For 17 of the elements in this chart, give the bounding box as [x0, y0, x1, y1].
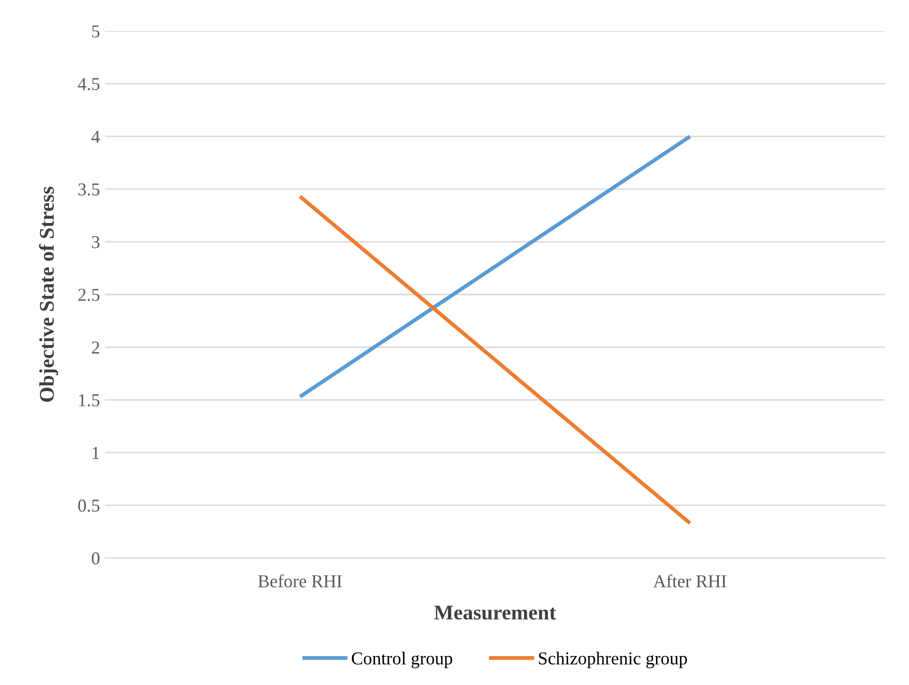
- y-tick-label: 1.5: [79, 394, 100, 406]
- y-tick-label: 0.5: [78, 500, 100, 512]
- y-tick-label: 1: [92, 446, 100, 459]
- legend-label: Control group: [352, 652, 452, 668]
- y-tick-label: 5: [92, 25, 100, 38]
- y-tick-label: 3: [92, 236, 100, 248]
- y-tick-label: 4: [91, 130, 100, 143]
- x-tick-label: Before RHI: [258, 574, 342, 588]
- y-tick-label: 4.5: [78, 78, 100, 90]
- x-axis-title: Measurement: [434, 606, 556, 620]
- y-tick-label: 2: [92, 342, 100, 354]
- y-tick-label: 2.5: [78, 288, 100, 302]
- y-axis-title: Objective State of Stress: [39, 186, 58, 402]
- y-tick-label: 3.5: [78, 183, 100, 196]
- y-tick-label: 0: [92, 552, 100, 564]
- x-tick-label: After RHI: [653, 574, 726, 588]
- legend-label: Schizophrenic group: [538, 652, 687, 668]
